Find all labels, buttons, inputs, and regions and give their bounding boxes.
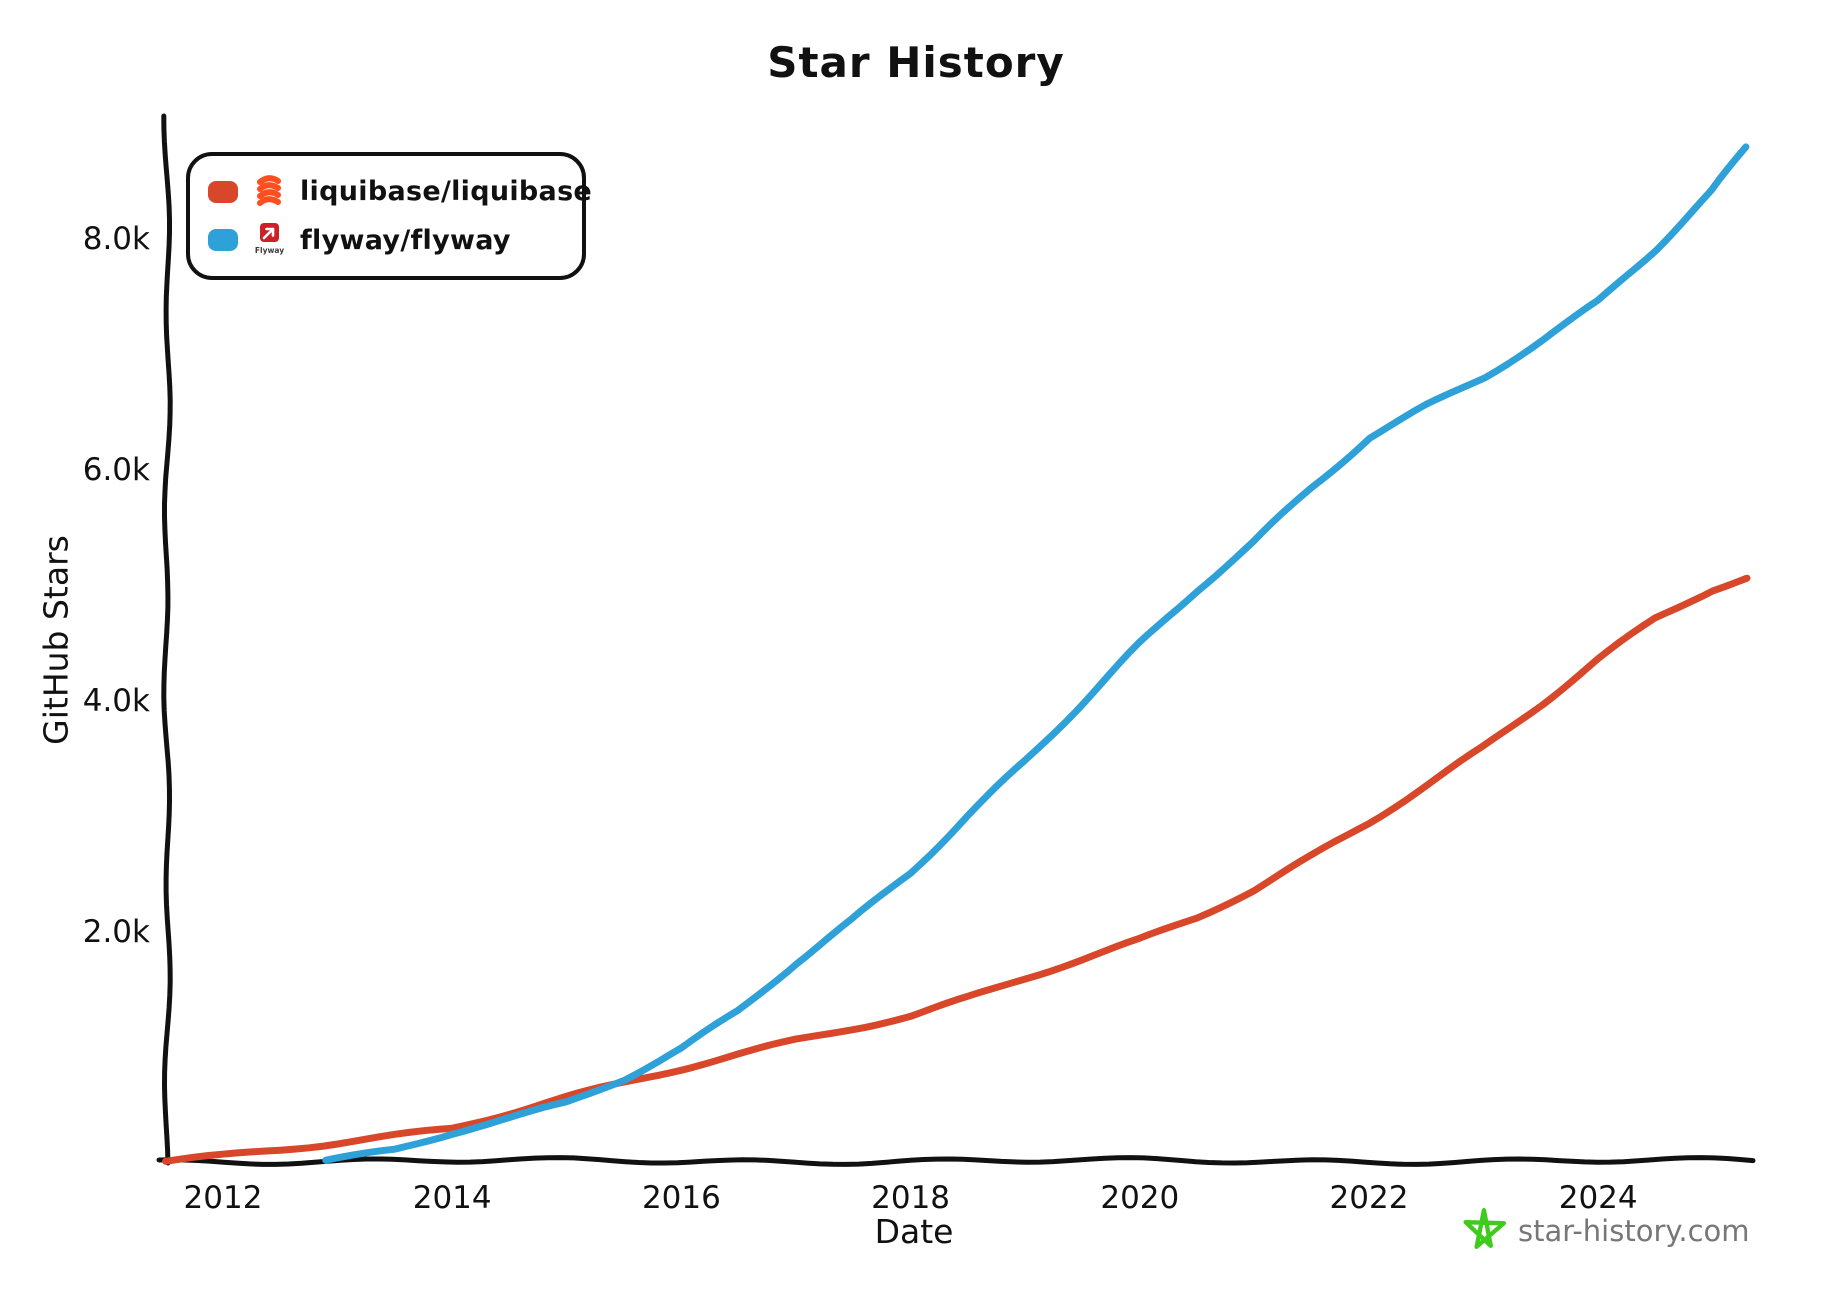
legend-item-flyway: Flyway flyway/flyway [208, 221, 574, 259]
y-tick-label: 4.0k [83, 683, 150, 719]
liquibase-color-swatch [208, 180, 238, 203]
x-tick-label: 2020 [1100, 1180, 1179, 1216]
svg-text:Flyway: Flyway [255, 246, 284, 255]
series-line-liquibase [162, 574, 1751, 1165]
legend-label-liquibase: liquibase/liquibase [300, 176, 593, 208]
flyway-logo-icon: Flyway [251, 221, 287, 259]
series-line-flyway [322, 143, 1750, 1164]
star-doodle-icon [1462, 1206, 1508, 1256]
legend-item-liquibase: liquibase/liquibase [208, 173, 592, 211]
x-tick-label: 2022 [1330, 1180, 1409, 1216]
watermark-link[interactable]: star-history.com [1462, 1206, 1750, 1256]
watermark-text: star-history.com [1518, 1214, 1750, 1248]
y-axis-title: GitHub Stars [36, 535, 76, 745]
x-tick-label: 2012 [184, 1180, 263, 1216]
x-axis-title: Date [874, 1212, 954, 1251]
x-axis-line [156, 1155, 1756, 1167]
legend-label-flyway: flyway/flyway [300, 224, 511, 256]
y-axis-line [161, 113, 173, 1166]
y-tick-label: 8.0k [83, 221, 150, 257]
x-tick-label: 2024 [1559, 1180, 1638, 1216]
page-title: Star History [767, 38, 1065, 87]
x-tick-label: 2018 [871, 1180, 950, 1216]
liquibase-logo-icon [251, 173, 287, 211]
y-tick-label: 6.0k [83, 452, 150, 488]
y-tick-label: 2.0k [83, 914, 150, 950]
x-tick-label: 2016 [642, 1180, 721, 1216]
x-tick-label: 2014 [413, 1180, 492, 1216]
legend: liquibase/liquibase Flyway flyway/flyway [186, 152, 592, 280]
flyway-color-swatch [208, 229, 238, 252]
